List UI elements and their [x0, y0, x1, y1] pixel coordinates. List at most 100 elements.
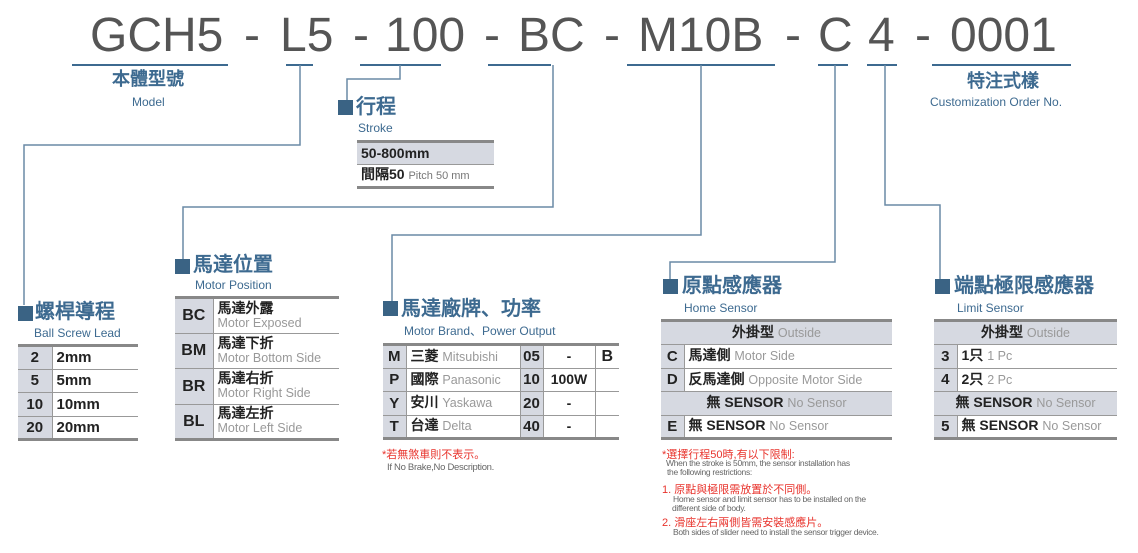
table-row: 4 2只 2 Pc	[934, 368, 1117, 392]
sensor-cn: 無 SENSOR	[688, 417, 766, 434]
position-en: Motor Right Side	[217, 386, 311, 401]
lead-subtitle: Ball Screw Lead	[34, 326, 121, 340]
note-1-en: different side of body.	[672, 503, 746, 513]
limit-title: 端點極限感應器	[954, 273, 1094, 297]
note-head-en: When the stroke is 50mm, the sensor inst…	[666, 458, 850, 468]
brand-name: 國際 Panasonic	[406, 368, 521, 392]
lead-code: 5	[18, 369, 53, 393]
sensor-code: 5	[934, 415, 958, 439]
model-subtitle: Model	[132, 95, 165, 109]
note-1-cn: 1. 原點與極限需放置於不同側。	[662, 484, 818, 496]
outside-en: Outside	[777, 326, 821, 340]
note-head-en: the following restrictions:	[667, 467, 752, 477]
empty-cell	[595, 415, 619, 439]
sensor-en: Opposite Motor Side	[748, 372, 863, 387]
custom-title: 特注式樣	[967, 71, 1039, 92]
position-cn: 馬達外露	[217, 299, 274, 316]
stroke-pitch-en: Pitch 50 mm	[408, 170, 470, 182]
table-row: 20 20mm	[18, 416, 138, 440]
home-title: 原點感應器	[682, 273, 782, 297]
table-row: 2 2mm	[18, 345, 138, 370]
connector-lead	[23, 65, 301, 305]
table-row: M 三菱 Mitsubishi 05- B	[383, 344, 619, 369]
position-code: BR	[175, 368, 214, 405]
position-desc: 馬達外露 Motor Exposed	[213, 297, 339, 334]
position-en: Motor Left Side	[217, 421, 303, 436]
lead-code: 10	[18, 392, 53, 417]
table-row: BL 馬達左折 Motor Left Side	[175, 404, 339, 440]
brand-cn: 三菱	[410, 347, 439, 364]
lead-value: 5mm	[52, 369, 138, 393]
brand-cn: 台達	[410, 417, 439, 434]
brand-code: T	[383, 415, 407, 439]
power-value: -	[543, 415, 596, 439]
table-header-row: 外掛型 Outside	[661, 320, 892, 345]
sensor-en: No Sensor	[769, 419, 829, 434]
sensor-cn: 無 SENSOR	[961, 417, 1039, 434]
table-row: 5 5mm	[18, 369, 138, 393]
section-square-icon	[18, 306, 33, 321]
model-title: 本體型號	[112, 69, 184, 90]
sensor-en: 2 Pc	[987, 372, 1013, 387]
position-code: BM	[175, 333, 214, 369]
outside-header: 外掛型 Outside	[661, 320, 892, 345]
table-row: C 馬達側 Motor Side	[661, 344, 892, 369]
code-brand: M10B	[638, 9, 764, 62]
lead-value: 20mm	[52, 416, 138, 440]
sensor-cn: 2只	[961, 370, 984, 387]
brand-name: 三菱 Mitsubishi	[406, 344, 521, 369]
sensor-desc: 1只 1 Pc	[957, 344, 1117, 369]
sensor-code: E	[661, 415, 685, 439]
brake-code: B	[595, 344, 619, 369]
brand-title: 馬達廠牌、功率	[401, 296, 541, 320]
position-desc: 馬達左折 Motor Left Side	[213, 404, 339, 440]
limit-subtitle: Limit Sensor	[957, 301, 1024, 315]
note-2-en: Both sides of slider need to install the…	[673, 527, 879, 537]
sensor-desc: 馬達側 Motor Side	[684, 344, 892, 369]
lead-title: 螺桿導程	[35, 299, 115, 323]
stroke-pitch-cn: 間隔50	[361, 166, 405, 182]
code-model: GCH5	[90, 9, 224, 62]
stroke-range: 50-800mm	[357, 141, 494, 165]
power-value: -	[543, 391, 596, 416]
brand-subtitle: Motor Brand、Power Output	[404, 324, 556, 338]
outside-header: 外掛型 Outside	[934, 320, 1117, 345]
code-position: BC	[518, 9, 585, 62]
stroke-subtitle: Stroke	[358, 121, 393, 135]
position-cn: 馬達右折	[217, 370, 274, 387]
table-row: BR 馬達右折 Motor Right Side	[175, 368, 339, 405]
section-square-icon	[175, 259, 190, 274]
code-separator: -	[484, 9, 500, 62]
brand-table: M 三菱 Mitsubishi 05- B P 國際 Panasonic 10 100W Y 安川…	[383, 343, 619, 440]
brand-en: Yaskawa	[442, 396, 493, 411]
power-value: 100W	[543, 368, 596, 392]
position-title: 馬達位置	[193, 252, 273, 276]
power-code: 40	[520, 415, 544, 439]
brand-en: Panasonic	[442, 372, 501, 387]
outside-cn: 外掛型	[732, 324, 774, 340]
sensor-code: 3	[934, 344, 958, 369]
position-cn: 馬達下折	[217, 334, 274, 351]
sensor-desc: 無 SENSOR No Sensor	[957, 415, 1117, 439]
sensor-code: 4	[934, 368, 958, 392]
code-separator: -	[604, 9, 620, 62]
brand-cn: 安川	[410, 394, 439, 411]
sensor-en: No Sensor	[1042, 419, 1102, 434]
brand-code: Y	[383, 391, 407, 416]
sensor-en: Motor Side	[734, 349, 795, 364]
note-head-cn: *選擇行程50時,有以下限制:	[662, 449, 795, 461]
sensor-desc: 無 SENSOR No Sensor	[684, 415, 892, 439]
no-sensor-header: 無 SENSOR No Sensor	[661, 391, 892, 416]
sensor-en: 1 Pc	[987, 349, 1013, 364]
code-separator: -	[244, 9, 260, 62]
lead-value: 10mm	[52, 392, 138, 417]
position-subtitle: Motor Position	[195, 278, 272, 292]
position-code: BC	[175, 297, 214, 334]
brand-code: P	[383, 368, 407, 392]
custom-subtitle: Customization Order No.	[930, 95, 1063, 109]
sensor-cn: 1只	[961, 347, 984, 364]
brand-name: 安川 Yaskawa	[406, 391, 521, 416]
outside-cn: 外掛型	[981, 324, 1023, 340]
table-header-row: 無 SENSOR No Sensor	[661, 391, 892, 416]
